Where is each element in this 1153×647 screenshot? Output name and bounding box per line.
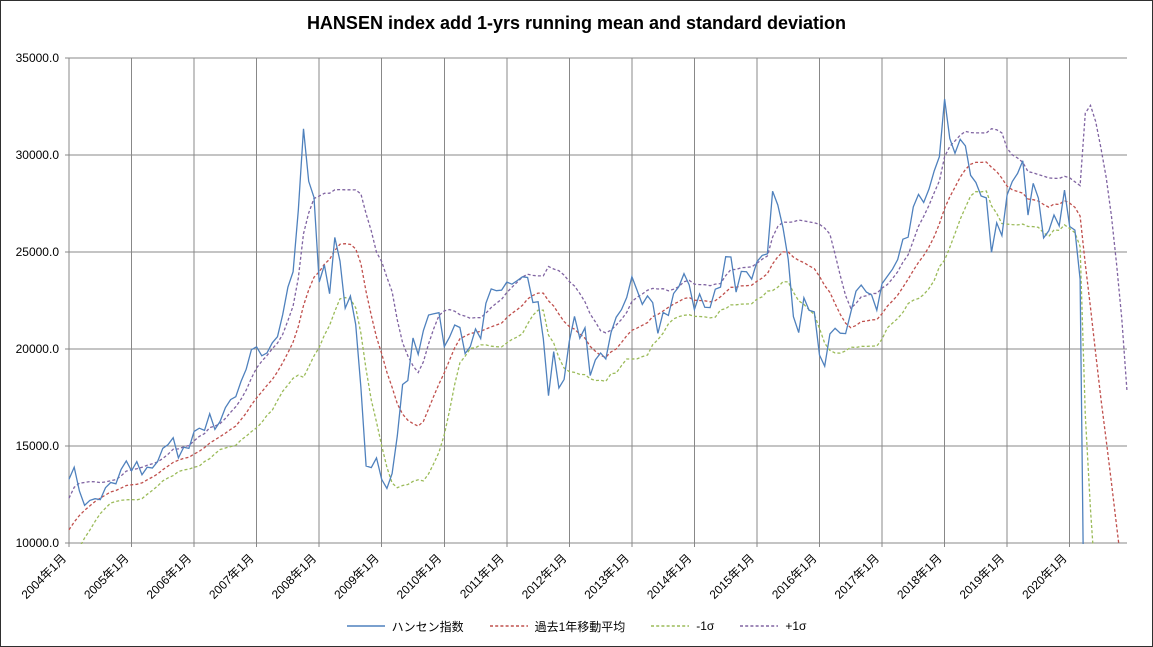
x-axis-tick-label: 2009年1月: [331, 551, 381, 601]
series-line-minus-1-sigma: [80, 190, 1094, 544]
x-axis-tick-label: 2016年1月: [769, 551, 819, 601]
legend-item-moving-average: 過去1年移動平均: [489, 618, 626, 635]
x-axis-tick-label: 2014年1月: [644, 551, 694, 601]
y-axis-tick-label: 15000.0: [16, 439, 60, 453]
legend-marker-moving-average: [489, 625, 528, 627]
y-axis-tick-label: 30000.0: [16, 148, 60, 162]
legend-marker-minus-1-sigma: [651, 625, 690, 627]
x-axis-tick-label: 2013年1月: [582, 551, 632, 601]
x-axis-tick-label: 2005年1月: [81, 551, 131, 601]
legend-item-plus-1-sigma: +1σ: [740, 619, 806, 633]
chart-title: HANSEN index add 1-yrs running mean and …: [306, 13, 847, 33]
legend-label-plus-1-sigma: +1σ: [785, 619, 807, 633]
x-axis-tick-label: 2011年1月: [457, 551, 507, 601]
grid: [65, 57, 1127, 547]
y-axis-tick-label: 25000.0: [16, 245, 60, 259]
x-axis-tick-label: 2019年1月: [957, 551, 1007, 601]
legend-item-hansen-index: ハンセン指数: [346, 618, 464, 635]
x-axis-tick-label: 2012年1月: [519, 551, 569, 601]
x-axis-tick-label: 2006年1月: [144, 551, 194, 601]
y-axis-tick-label: 20000.0: [16, 342, 60, 356]
series-line-plus-1-sigma: [68, 103, 1128, 499]
legend-marker-plus-1-sigma: [740, 625, 779, 627]
y-axis-tick-label: 35000.0: [16, 51, 60, 65]
x-axis-tick-label: 2004年1月: [19, 551, 69, 601]
legend-label-hansen-index: ハンセン指数: [391, 619, 464, 634]
x-axis-tick-label: 2018年1月: [894, 551, 944, 601]
legend-item-minus-1-sigma: -1σ: [651, 619, 714, 633]
series-line-moving-average-1y: [68, 161, 1120, 544]
legend-label-minus-1-sigma: -1σ: [696, 619, 715, 633]
x-axis-tick-label: 2007年1月: [206, 551, 256, 601]
axis-labels: 10000.0 15000.0 20000.0 25000.0 30000.0 35000…: [16, 51, 1070, 602]
legend-marker-hansen-index: [346, 625, 385, 627]
x-axis-tick-label: 2015年1月: [707, 551, 757, 601]
x-axis-tick-label: 2020年1月: [1019, 551, 1069, 601]
chart-legend: ハンセン指数 過去1年移動平均 -1σ +1σ: [1, 617, 1152, 635]
x-axis-tick-label: 2010年1月: [394, 551, 444, 601]
x-axis-tick-label: 2008年1月: [269, 551, 319, 601]
x-axis-tick-label: 2017年1月: [832, 551, 882, 601]
series-line-hansen-index: [68, 98, 1084, 544]
y-axis-tick-label: 10000.0: [16, 536, 60, 550]
legend-label-moving-average: 過去1年移動平均: [534, 619, 626, 634]
